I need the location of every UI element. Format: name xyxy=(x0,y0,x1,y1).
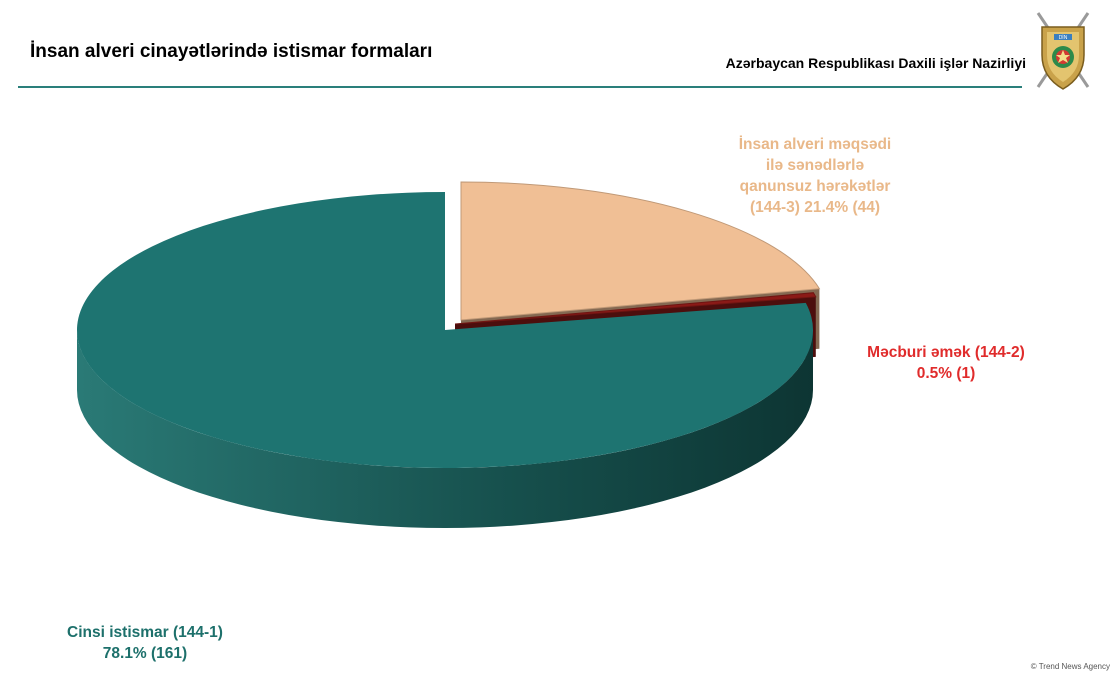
pie-slice-side-0 xyxy=(77,330,813,528)
emblem-text: DİN xyxy=(1059,34,1068,41)
pie-slice-2 xyxy=(460,181,821,321)
credit-text: © Trend News Agency xyxy=(1030,662,1110,671)
slice-label-144-2: Məcburi əmək (144-2) 0.5% (1) xyxy=(867,344,1025,382)
pie-slice-0 xyxy=(77,192,813,469)
header-divider xyxy=(18,86,1022,88)
organization-name: Azərbaycan Respublikası Daxili işlər Naz… xyxy=(725,55,1026,71)
slice-label-144-3: İnsan alveri məqsədi ilə sənədlərlə qanu… xyxy=(738,136,892,216)
pie-slice-1 xyxy=(454,292,817,325)
page-title: İnsan alveri cinayətlərində istismar for… xyxy=(30,41,433,62)
police-shield-emblem-icon: DİN xyxy=(1036,12,1090,90)
slice-label-144-1: Cinsi istismar (144-1) 78.1% (161) xyxy=(67,624,223,662)
